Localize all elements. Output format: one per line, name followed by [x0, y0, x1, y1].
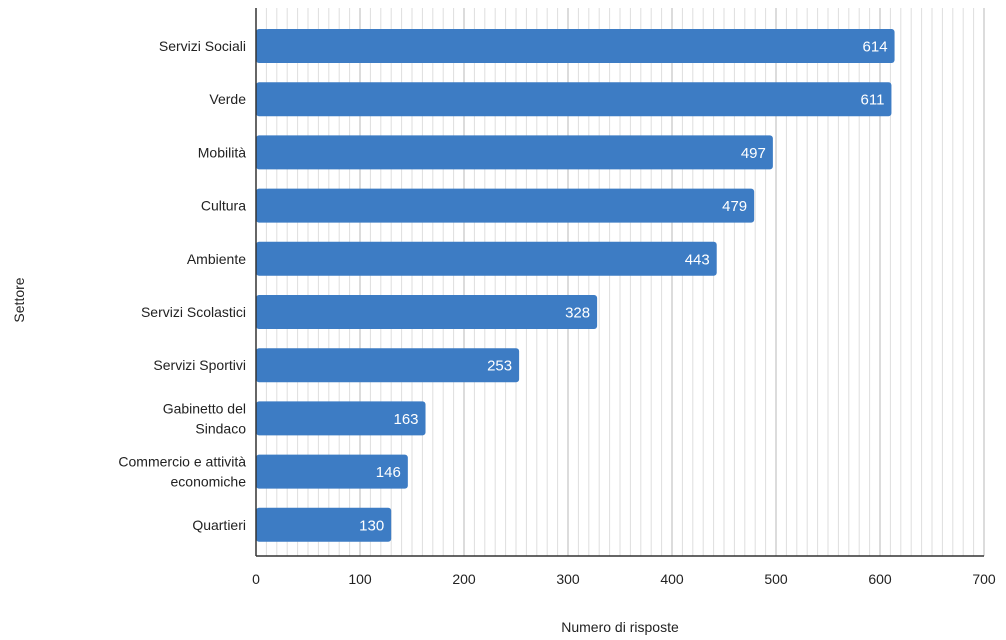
- data-label: 163: [393, 411, 418, 428]
- bar: [256, 29, 895, 63]
- y-axis-title: Settore: [11, 277, 27, 322]
- category-label: Servizi Sportivi: [153, 357, 246, 373]
- bar: [256, 401, 426, 436]
- category-label: Servizi Scolastici: [141, 304, 246, 320]
- bar: [256, 82, 892, 117]
- data-label: 479: [722, 198, 747, 215]
- x-tick-label: 200: [452, 571, 476, 587]
- bar: [256, 135, 773, 170]
- data-label: 614: [863, 39, 888, 56]
- x-tick-label: 600: [868, 571, 892, 587]
- bar: [256, 348, 520, 383]
- category-label: economiche: [171, 474, 247, 490]
- category-label: Mobilità: [198, 144, 246, 160]
- category-label: Gabinetto del: [163, 400, 246, 416]
- category-label: Ambiente: [187, 251, 246, 267]
- x-axis-title: Numero di risposte: [561, 619, 679, 635]
- bar: [256, 454, 408, 489]
- data-label: 497: [741, 145, 766, 162]
- x-tick-label: 100: [348, 571, 372, 587]
- bars: [256, 29, 895, 542]
- data-label: 130: [359, 517, 384, 534]
- data-label: 611: [861, 92, 885, 109]
- bar: [256, 241, 717, 276]
- category-label: Quartieri: [192, 517, 246, 533]
- category-label: Cultura: [201, 198, 246, 214]
- data-label: 253: [487, 358, 512, 375]
- category-label: Commercio e attività: [118, 454, 246, 470]
- data-label: 443: [685, 251, 710, 268]
- x-tick-label: 400: [660, 571, 684, 587]
- axes: [255, 8, 984, 557]
- category-label: Sindaco: [195, 420, 246, 436]
- labels: 614 Servizi Sociali 611 Verde 497 Mobilità 479…: [118, 38, 995, 587]
- bar: [256, 188, 755, 223]
- data-label: 146: [376, 464, 401, 481]
- category-label: Verde: [209, 91, 246, 107]
- x-tick-label: 0: [252, 571, 260, 587]
- bar: [256, 507, 392, 542]
- x-tick-label: 500: [764, 571, 788, 587]
- category-label: Servizi Sociali: [159, 38, 246, 54]
- x-tick-label: 300: [556, 571, 580, 587]
- bar: [256, 295, 598, 329]
- x-tick-label: 700: [972, 571, 996, 587]
- data-label: 328: [565, 305, 590, 322]
